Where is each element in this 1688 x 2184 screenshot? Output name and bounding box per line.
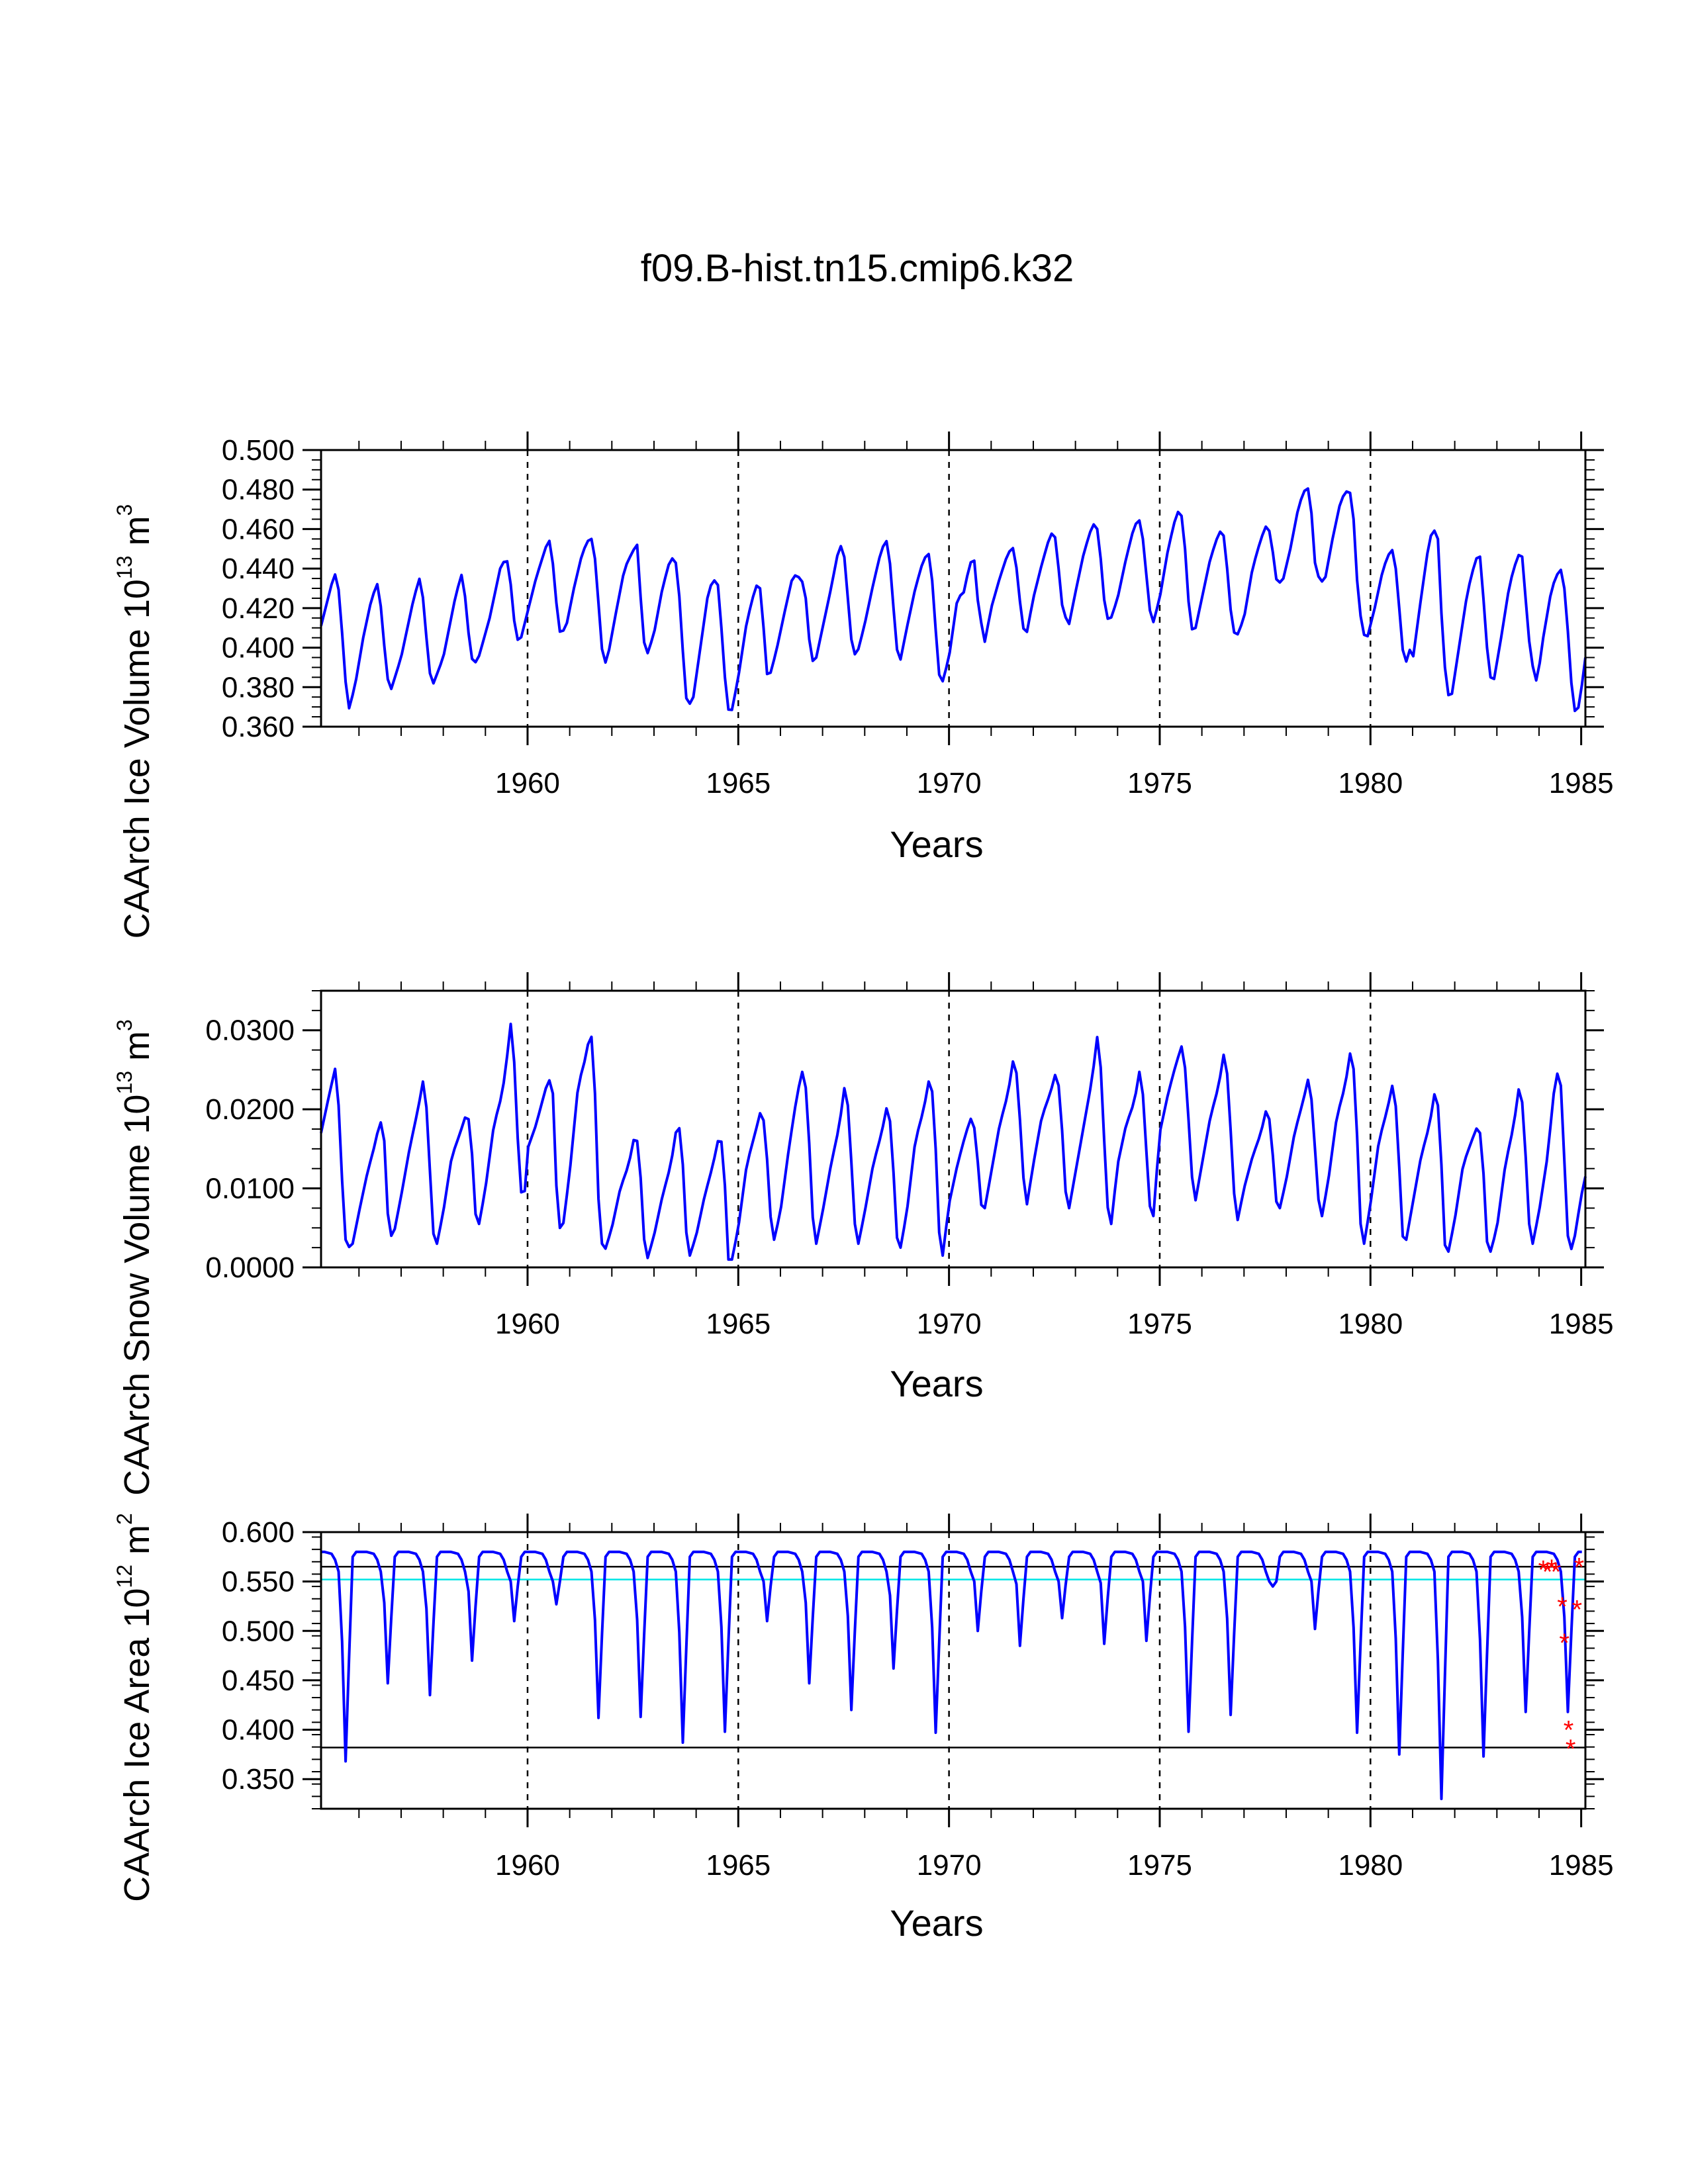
ice-area-series-line <box>321 1550 1582 1801</box>
ice-volume-xtick-label: 1980 <box>1338 767 1403 799</box>
ice-area-xlabel: Years <box>890 1902 983 1944</box>
snow-volume-ylabel: CAArch Snow Volume 1013 m3 <box>113 1019 157 1496</box>
figure-title: f09.B-hist.tn15.cmip6.k32 <box>641 247 1074 290</box>
ice-volume-ytick-label: 0.360 <box>222 711 295 743</box>
ice-volume-xtick-label: 1960 <box>495 767 560 799</box>
snow-volume-xtick-label: 1960 <box>495 1308 560 1340</box>
ice-volume-series-line <box>320 487 1587 713</box>
ice-volume-xtick-label: 1985 <box>1549 767 1614 799</box>
snow-volume-series-line <box>320 1023 1587 1261</box>
ice-area-xtick-label: 1970 <box>917 1849 982 1882</box>
snow-volume-ytick-label: 0.0100 <box>205 1173 295 1205</box>
ice-volume-ytick-label: 0.400 <box>222 632 295 664</box>
ice-volume-ytick-label: 0.460 <box>222 513 295 545</box>
ice-area-ytick-label: 0.500 <box>222 1615 295 1647</box>
ice-area-xtick-label: 1980 <box>1338 1849 1403 1882</box>
ice-volume-xlabel: Years <box>890 823 983 865</box>
snow-volume-xlabel: Years <box>890 1363 983 1404</box>
ice-area-ytick-label: 0.550 <box>222 1566 295 1598</box>
ice-area-xtick-label: 1975 <box>1127 1849 1192 1882</box>
ice-area-marker-7: * <box>1566 1735 1576 1764</box>
ice-volume-panel: CAArch Ice Volume 1013 m3 Years 0.360 0.3… <box>113 432 1614 938</box>
ice-area-marker-3: * <box>1551 1558 1562 1587</box>
ice-area-plot-frame <box>320 1531 1587 1810</box>
ice-area-marker-9: * <box>1574 1553 1585 1582</box>
ice-area-marker-8: * <box>1571 1595 1582 1624</box>
snow-volume-xtick-label: 1970 <box>917 1308 982 1340</box>
ice-area-xtick-label: 1965 <box>706 1849 771 1882</box>
ice-area-marker-0: * <box>1538 1556 1549 1585</box>
snow-volume-xtick-label: 1980 <box>1338 1308 1403 1340</box>
snow-volume-ytick-label: 0.0300 <box>205 1015 295 1047</box>
ice-volume-ytick-label: 0.420 <box>222 592 295 625</box>
ice-area-ytick-label: 0.600 <box>222 1516 295 1549</box>
ice-area-xtick-label: 1985 <box>1549 1849 1614 1882</box>
ice-volume-ytick-label: 0.480 <box>222 474 295 506</box>
ice-volume-ytick-label: 0.440 <box>222 553 295 585</box>
ice-area-ylabel: CAArch Ice Area 1012 m2 <box>113 1513 157 1902</box>
ice-area-marker-1: * <box>1542 1558 1553 1587</box>
ice-area-panel: CAArch Ice Area 1012 m2 Years **********… <box>113 1513 1614 1944</box>
ice-volume-xtick-label: 1965 <box>706 767 771 799</box>
ice-area-marker-4: * <box>1557 1592 1568 1621</box>
snow-volume-xtick-label: 1965 <box>706 1308 771 1340</box>
ice-volume-ytick-label: 0.380 <box>222 671 295 704</box>
snow-volume-panel: CAArch Snow Volume 1013 m3 Years 0.0000 0… <box>113 972 1614 1496</box>
ice-area-marker-6: * <box>1564 1716 1574 1745</box>
ice-area-ytick-label: 0.350 <box>222 1763 295 1796</box>
snow-volume-ytick-label: 0.0200 <box>205 1093 295 1126</box>
ice-area-marker-5: * <box>1559 1629 1570 1658</box>
snow-volume-xtick-label: 1975 <box>1127 1308 1192 1340</box>
ice-area-ytick-label: 0.450 <box>222 1664 295 1697</box>
ice-area-xtick-label: 1960 <box>495 1849 560 1882</box>
ice-volume-ytick-label: 0.500 <box>222 434 295 467</box>
ice-volume-xtick-label: 1975 <box>1127 767 1192 799</box>
ice-volume-xtick-label: 1970 <box>917 767 982 799</box>
ice-volume-ylabel: CAArch Ice Volume 1013 m3 <box>113 504 157 939</box>
snow-volume-ytick-label: 0.0000 <box>205 1251 295 1284</box>
snow-volume-xtick-label: 1985 <box>1549 1308 1614 1340</box>
ice-area-marker-2: * <box>1546 1555 1557 1584</box>
ice-area-ytick-label: 0.400 <box>222 1714 295 1747</box>
